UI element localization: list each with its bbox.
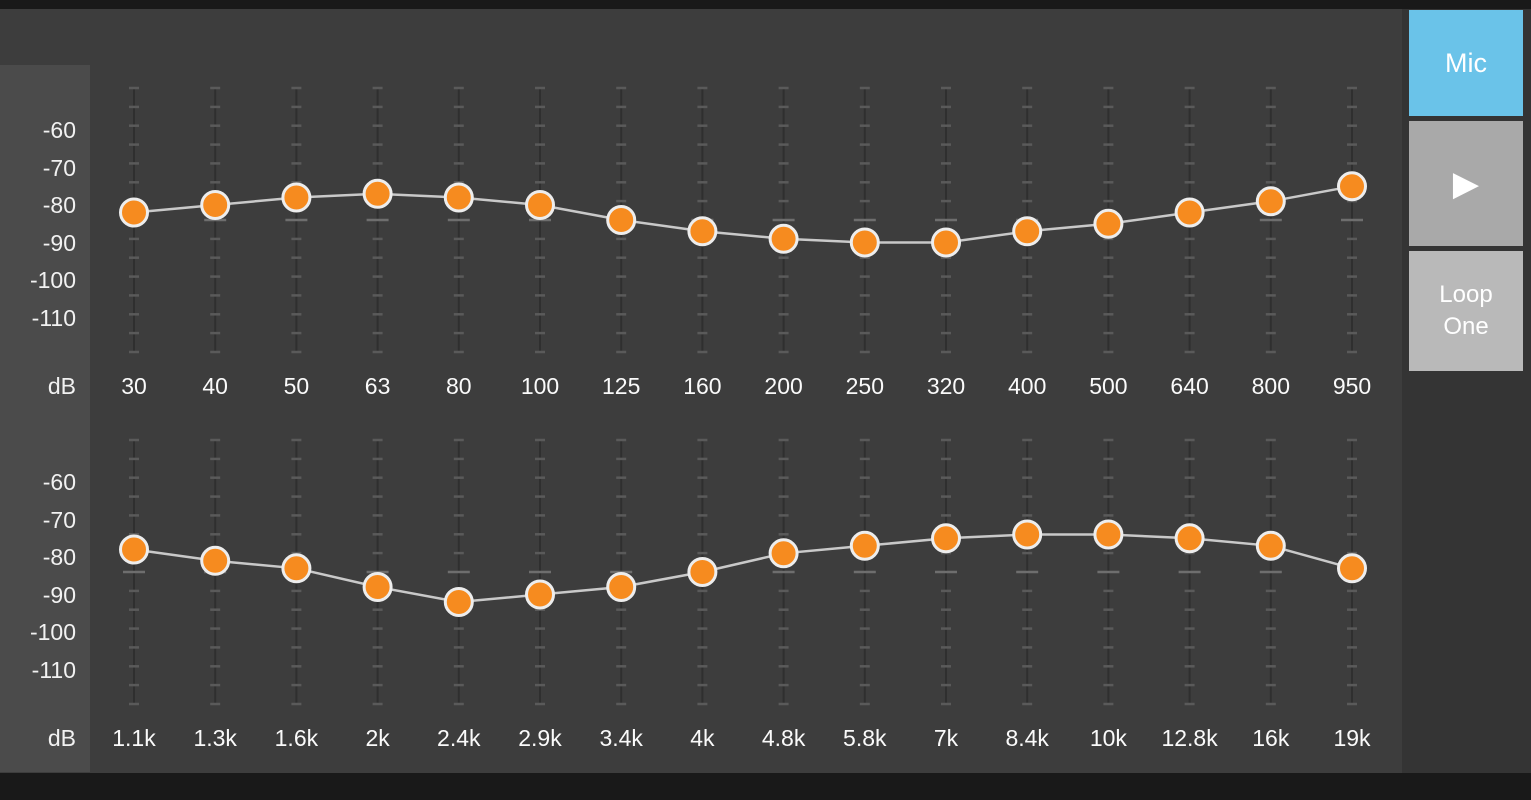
slider-handle[interactable] bbox=[1012, 519, 1043, 550]
y-axis-label: -60 bbox=[42, 469, 76, 495]
slider-handle[interactable] bbox=[687, 557, 718, 587]
freq-label: 4k bbox=[690, 725, 715, 751]
freq-label: 800 bbox=[1251, 373, 1290, 399]
freq-label: 10k bbox=[1089, 725, 1127, 751]
slider-handle[interactable] bbox=[849, 530, 880, 561]
freq-label: 2.9k bbox=[518, 725, 562, 751]
slider-handle[interactable] bbox=[1337, 171, 1367, 202]
y-axis-label: -100 bbox=[29, 267, 76, 293]
slider-handle[interactable] bbox=[768, 223, 799, 254]
freq-label: 7k bbox=[933, 725, 959, 751]
eq-panel-low-band: -60 -70 -80 -90 -100 -110 dB 30 40 50 63 80 100 125 16… bbox=[0, 65, 1531, 417]
freq-label: 2.4k bbox=[437, 725, 481, 751]
slider-handle[interactable] bbox=[1093, 519, 1124, 550]
bottom-edge-bar bbox=[0, 773, 1531, 800]
slider-handle[interactable] bbox=[281, 182, 312, 213]
slider-handle[interactable] bbox=[443, 182, 474, 213]
freq-label: 80 bbox=[446, 373, 472, 399]
freq-label: 100 bbox=[520, 373, 560, 399]
freq-label: 1.6k bbox=[274, 725, 319, 751]
freq-label: 640 bbox=[1170, 373, 1209, 399]
y-axis-label: -60 bbox=[42, 117, 76, 143]
eq-graph bbox=[119, 86, 1367, 354]
y-axis-label: -70 bbox=[42, 506, 76, 533]
top-edge-bar bbox=[0, 0, 1531, 9]
y-axis-label: -90 bbox=[42, 229, 76, 256]
y-axis-label: -90 bbox=[42, 581, 76, 608]
sidebar: Mic ▶ Loop One bbox=[1402, 9, 1531, 773]
y-axis-label: -110 bbox=[31, 656, 76, 683]
y-axis-label: -80 bbox=[42, 192, 76, 218]
freq-label: 125 bbox=[602, 373, 641, 399]
slider-handle[interactable] bbox=[606, 205, 637, 235]
eq-curve bbox=[133, 533, 1353, 604]
freq-label: 63 bbox=[364, 373, 391, 399]
slider-handle[interactable] bbox=[1174, 197, 1205, 228]
slider-handle[interactable] bbox=[931, 227, 961, 258]
slider-handle[interactable] bbox=[768, 538, 799, 569]
loop-one-button[interactable]: Loop One bbox=[1409, 251, 1523, 371]
slider-handle[interactable] bbox=[362, 572, 393, 602]
slider-handle[interactable] bbox=[362, 178, 393, 209]
freq-label: 250 bbox=[845, 373, 884, 399]
eq-curve bbox=[133, 185, 1353, 244]
slider-handle[interactable] bbox=[443, 587, 474, 617]
y-axis-label: -70 bbox=[42, 154, 76, 181]
freq-label: 19k bbox=[1333, 725, 1371, 751]
slider-handle[interactable] bbox=[849, 227, 880, 258]
y-axis-label: -100 bbox=[29, 619, 76, 645]
eq-panel-high-band: -60 -70 -80 -90 -100 -110 dB 1.1k 1.3k 1.6k 2k 2.4k… bbox=[0, 417, 1531, 769]
play-button[interactable]: ▶ bbox=[1409, 121, 1523, 246]
freq-label: 16k bbox=[1252, 725, 1290, 751]
slider-handle[interactable] bbox=[687, 216, 718, 247]
freq-label: 5.8k bbox=[843, 725, 887, 751]
slider-handle[interactable] bbox=[606, 572, 637, 602]
slider-handle[interactable] bbox=[1093, 208, 1124, 239]
freq-label: 400 bbox=[1008, 373, 1047, 399]
freq-label: 200 bbox=[764, 373, 803, 399]
freq-label: 4.8k bbox=[761, 725, 806, 751]
freq-label: 50 bbox=[283, 373, 310, 399]
y-axis-label: -110 bbox=[31, 304, 76, 331]
eq-graph bbox=[119, 438, 1367, 706]
slider-handle[interactable] bbox=[1174, 523, 1205, 554]
slider-handle[interactable] bbox=[281, 553, 312, 584]
freq-label: 3.4k bbox=[599, 725, 643, 751]
axis-rail bbox=[0, 65, 90, 772]
slider-handle[interactable] bbox=[1255, 530, 1286, 561]
freq-label: 950 bbox=[1332, 373, 1372, 399]
db-unit-label: dB bbox=[47, 373, 76, 399]
slider-handle[interactable] bbox=[119, 534, 149, 565]
slider-handle[interactable] bbox=[525, 190, 555, 220]
slider-handle[interactable] bbox=[1012, 216, 1043, 247]
mic-button[interactable]: Mic bbox=[1409, 10, 1523, 116]
slider-handle[interactable] bbox=[525, 579, 555, 610]
freq-label: 2k bbox=[365, 725, 390, 751]
freq-label: 8.4k bbox=[1005, 725, 1049, 751]
slider-handle[interactable] bbox=[931, 523, 961, 554]
freq-label: 12.8k bbox=[1161, 725, 1218, 751]
freq-label: 40 bbox=[202, 373, 228, 399]
freq-label: 160 bbox=[683, 373, 722, 399]
freq-label: 30 bbox=[121, 373, 147, 399]
freq-label: 1.3k bbox=[193, 725, 237, 751]
freq-label: 320 bbox=[926, 373, 966, 399]
play-icon: ▶ bbox=[1452, 164, 1480, 203]
slider-handle[interactable] bbox=[200, 190, 231, 220]
slider-handle[interactable] bbox=[1337, 553, 1367, 584]
db-unit-label: dB bbox=[47, 725, 76, 751]
freq-label: 500 bbox=[1089, 373, 1128, 399]
loop-one-label: Loop One bbox=[1439, 280, 1493, 340]
slider-handle[interactable] bbox=[119, 197, 149, 228]
freq-label: 1.1k bbox=[112, 725, 156, 751]
slider-handle[interactable] bbox=[200, 545, 231, 576]
y-axis-label: -80 bbox=[42, 544, 76, 570]
slider-handle[interactable] bbox=[1255, 186, 1286, 217]
